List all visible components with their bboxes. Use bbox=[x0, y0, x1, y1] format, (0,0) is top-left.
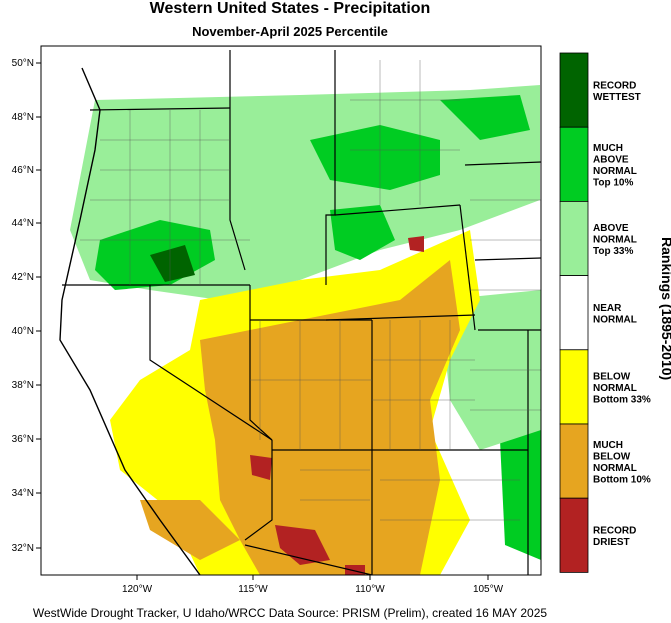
legend-label: BELOW bbox=[593, 371, 631, 382]
legend-label: MUCH bbox=[593, 440, 623, 451]
legend-label: ABOVE bbox=[593, 223, 629, 234]
lat-label: 46°N bbox=[12, 165, 34, 176]
legend-label: DRIEST bbox=[593, 537, 630, 548]
lat-label: 44°N bbox=[12, 218, 34, 229]
coastline bbox=[59, 67, 201, 575]
region-much-above-wyoming bbox=[330, 205, 395, 260]
legend-label: NORMAL bbox=[593, 314, 637, 325]
legend-label: RECORD bbox=[593, 80, 636, 91]
lon-label: 115°W bbox=[238, 584, 268, 595]
region-record-driest-wyoming bbox=[408, 236, 424, 252]
region-much-below-socal bbox=[140, 500, 240, 560]
lat-label: 48°N bbox=[12, 112, 34, 123]
region-record-wettest bbox=[150, 245, 195, 282]
legend-label: RECORD bbox=[593, 526, 636, 537]
lat-label: 42°N bbox=[12, 272, 34, 283]
legend-label: WETTEST bbox=[593, 92, 641, 103]
state-boundaries bbox=[62, 46, 541, 575]
region-near-normal-west bbox=[60, 300, 200, 380]
county-lines bbox=[80, 60, 541, 521]
legend-label: Top 10% bbox=[593, 178, 633, 189]
map-subtitle: November-April 2025 Percentile bbox=[192, 24, 388, 39]
legend-swatch bbox=[559, 349, 589, 425]
legend-label: Bottom 33% bbox=[593, 394, 651, 405]
legend-label: NORMAL bbox=[593, 383, 637, 394]
lon-label: 110°W bbox=[355, 584, 385, 595]
lon-label: 120°W bbox=[122, 584, 153, 595]
lat-label: 40°N bbox=[12, 326, 34, 337]
map-frame bbox=[40, 45, 542, 576]
map-title: Western United States - Precipitation bbox=[149, 0, 431, 17]
lon-label: 105°W bbox=[473, 584, 504, 595]
legend-label: BELOW bbox=[593, 451, 631, 462]
precip-regions bbox=[41, 46, 541, 575]
lat-label: 50°N bbox=[12, 58, 34, 69]
legend-label: ABOVE bbox=[593, 155, 629, 166]
region-much-above-southeast bbox=[500, 420, 541, 560]
legend-label: NORMAL bbox=[593, 166, 637, 177]
lat-label: 36°N bbox=[12, 434, 34, 445]
region-much-above-northeast bbox=[440, 95, 530, 140]
legend-label: NEAR bbox=[593, 303, 622, 314]
lat-label: 32°N bbox=[12, 543, 34, 554]
legend-label: Top 33% bbox=[593, 246, 633, 257]
legend-swatch bbox=[559, 52, 589, 128]
region-much-above-montana bbox=[310, 125, 440, 190]
legend-swatch bbox=[559, 275, 589, 351]
legend-swatch bbox=[559, 423, 589, 499]
legend-label: Bottom 10% bbox=[593, 474, 651, 485]
lat-label: 34°N bbox=[12, 488, 34, 499]
legend-label: NORMAL bbox=[593, 235, 637, 246]
legend-swatch bbox=[559, 126, 589, 202]
lat-label: 38°N bbox=[12, 380, 34, 391]
legend-label: MUCH bbox=[593, 143, 623, 154]
region-much-below-normal bbox=[200, 260, 460, 575]
legend-label: NORMAL bbox=[593, 463, 637, 474]
map-footer: WestWide Drought Tracker, U Idaho/WRCC D… bbox=[32, 606, 548, 620]
legend-swatch bbox=[559, 200, 589, 276]
legend-swatch bbox=[559, 497, 589, 573]
longitude-axis: 120°W 115°W 110°W 105°W bbox=[122, 575, 504, 595]
region-record-driest-nevada bbox=[250, 455, 272, 480]
legend-title: Rankings (1895-2010) bbox=[659, 237, 671, 381]
region-record-driest-border bbox=[345, 565, 365, 575]
latitude-axis: 50°N 48°N 46°N 44°N 42°N 40°N 38°N 36°N … bbox=[12, 58, 41, 554]
